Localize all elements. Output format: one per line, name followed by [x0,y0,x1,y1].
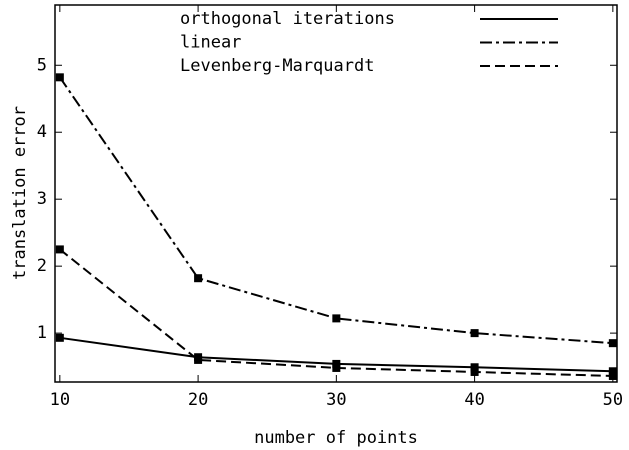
marker [470,363,479,372]
marker [332,363,341,372]
series-line [59,248,613,377]
marker [470,329,479,338]
marker [608,367,617,376]
legend-label: orthogonal iterations [180,9,395,29]
marker [55,333,64,342]
marker [608,339,617,348]
x-axis-label: number of points [254,428,418,448]
x-tick-label: 30 [326,390,346,410]
marker [332,314,341,323]
x-tick-label: 40 [464,390,484,410]
x-tick-label: 20 [188,390,208,410]
series-line [59,76,613,345]
x-tick-label: 10 [50,390,70,410]
marker [55,73,64,82]
y-axis-label: translation error [10,106,30,280]
marker [470,367,479,376]
legend-label: linear [180,33,241,53]
legend-label: Levenberg-Marquardt [180,56,374,76]
y-tick-label: 2 [37,256,47,276]
y-tick-label: 5 [37,55,47,75]
marker [194,355,203,364]
marker [608,371,617,380]
x-tick-label: 50 [603,390,623,410]
marker [55,245,64,254]
marker [194,274,203,283]
marker [332,359,341,368]
y-tick-label: 4 [37,122,47,142]
y-tick-label: 1 [37,323,47,343]
y-tick-label: 3 [37,189,47,209]
